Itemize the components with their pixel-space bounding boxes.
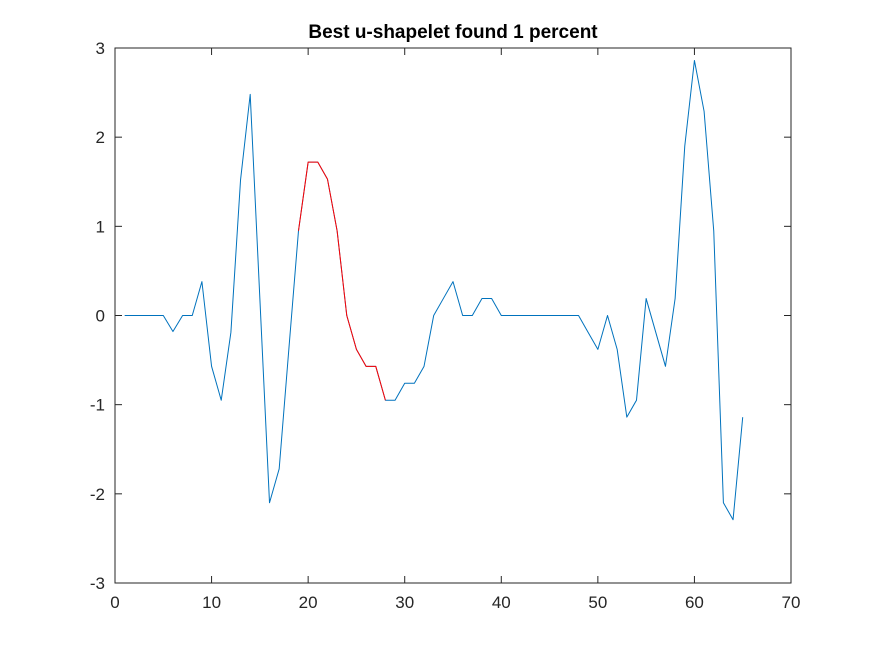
y-tick-label: 0 xyxy=(96,307,105,326)
y-tick-label: 2 xyxy=(96,128,105,147)
y-tick-label: 3 xyxy=(96,39,105,58)
x-tick-label: 70 xyxy=(782,593,801,612)
ticks-layer: 0 10 20 30 40 50 60 70 -3 -2 -1 0 1 2 3 xyxy=(90,39,801,612)
x-tick-label: 20 xyxy=(299,593,318,612)
x-tick-label: 40 xyxy=(492,593,511,612)
x-tick-label: 30 xyxy=(395,593,414,612)
y-tick-label: 1 xyxy=(96,217,105,236)
series-line-full xyxy=(124,59,744,521)
chart-title: Best u-shapelet found 1 percent xyxy=(308,22,598,43)
y-tick-label: -2 xyxy=(90,485,105,504)
x-tick-label: 50 xyxy=(588,593,607,612)
y-tick-label: -1 xyxy=(90,396,105,415)
y-tick-label: -3 xyxy=(90,574,105,593)
series-line-shapelet xyxy=(297,161,386,401)
x-tick-label: 0 xyxy=(110,593,119,612)
x-tick-label: 10 xyxy=(202,593,221,612)
x-tick-label: 60 xyxy=(685,593,704,612)
axes-background xyxy=(115,48,791,583)
series-layer xyxy=(124,59,744,521)
